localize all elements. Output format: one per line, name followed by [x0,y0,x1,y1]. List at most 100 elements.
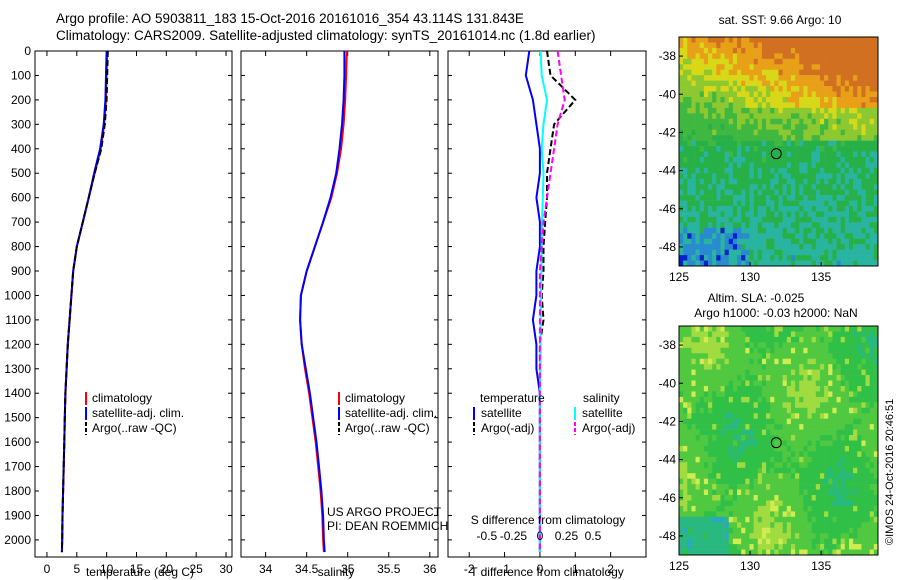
map-cell [757,206,763,212]
map-cell [815,53,821,60]
map-cell [786,156,792,163]
map-cell [691,435,696,441]
map-cell [786,326,792,332]
map-cell [683,86,688,92]
map-cell [869,249,875,256]
map-cell [716,102,721,109]
map-cell [687,178,692,185]
map-cell [782,369,788,376]
map-cell [807,91,812,98]
difference-plot: -2 -1 0 1 2 [447,50,647,576]
map-cell [803,151,808,158]
map-cell [857,75,862,81]
map-cell [745,369,750,376]
map-cell [683,178,688,185]
map-cell [778,495,783,501]
map-cell [683,146,688,152]
legend-argo: Argo(..raw -QC) [92,421,177,435]
map-cell [795,538,800,545]
map-cell [708,473,713,479]
map-cell [811,140,817,147]
map-cell [732,445,738,452]
map-cell [745,184,750,190]
map-cell [770,189,775,196]
map-cell [811,549,817,556]
map-cell [848,37,854,43]
map-cell [703,37,709,43]
map-cell [828,336,833,343]
map-cell [832,244,837,250]
map-cell [757,326,763,332]
map-cell [844,424,850,430]
map-cell [699,549,705,556]
map-cell [766,86,771,92]
map-cell [745,69,750,76]
map-cell [790,233,796,240]
map-cell [795,173,800,180]
map-cell [753,211,759,218]
map-cell [716,538,721,545]
x-tick-label: 34 [259,562,273,576]
map-cell [848,473,854,479]
map-cell [699,58,705,65]
map-cell [761,336,767,343]
map-cell [778,37,783,43]
map-cell [716,336,721,343]
map-cell [815,495,821,501]
map-cell [857,129,862,136]
map-cell [790,424,796,430]
map-cell [790,86,796,92]
map-cell [844,407,850,414]
map-cell [869,53,875,60]
map-cell [778,484,783,490]
map-cell [679,80,684,87]
map-cell [778,489,783,496]
map-cell [819,233,825,240]
map-cell [770,505,775,512]
map-cell [865,156,871,163]
map-cell [683,342,688,349]
map-cell [795,435,800,441]
map-cell [720,206,725,212]
map-cell [712,500,717,507]
map-cell [728,200,734,207]
map-cell [840,211,846,218]
map-cell [683,380,688,387]
map-cell [720,544,725,550]
map-cell [703,353,709,360]
map-cell [840,53,846,60]
map-cell [799,424,804,430]
map-cell [782,80,788,87]
map-cell [695,244,701,250]
map-cell [724,162,730,169]
map-cell [861,473,866,479]
map-cell [803,364,808,370]
map-cell [819,424,825,430]
map-cell [712,544,717,550]
map-cell [811,364,817,370]
map-cell [699,255,705,261]
map-cell [720,396,725,403]
map-cell [861,47,866,54]
map-cell [815,189,821,196]
map-cell [873,435,879,441]
map-cell [716,505,721,512]
map-cell [782,75,788,81]
map-cell [819,151,825,158]
map-cell [853,96,858,103]
map-cell [712,64,717,71]
map-cell [815,69,821,76]
map-cell [786,456,792,463]
map-cell [708,222,713,229]
map-cell [811,222,817,229]
map-cell [770,162,775,169]
map-cell [745,173,750,180]
map-cell [695,516,701,523]
map-cell [695,533,701,539]
map-cell [824,456,829,463]
map-cell [770,375,775,381]
map-cell [828,189,833,196]
map-cell [819,140,825,147]
map-cell [803,522,808,529]
map-cell [691,396,696,403]
